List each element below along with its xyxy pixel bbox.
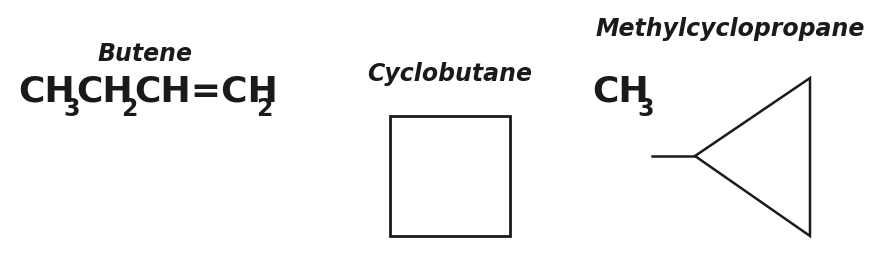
Text: Cyclobutane: Cyclobutane	[367, 62, 533, 86]
Text: CH: CH	[18, 74, 75, 108]
Text: CH=CH: CH=CH	[134, 74, 278, 108]
Text: 3: 3	[63, 97, 80, 121]
Text: Methylcyclopropane: Methylcyclopropane	[595, 17, 864, 41]
Text: 2: 2	[121, 97, 138, 121]
Bar	[390, 116, 510, 236]
Text: CH: CH	[592, 74, 649, 108]
Text: Butene: Butene	[97, 42, 192, 66]
Text: 3: 3	[637, 97, 654, 121]
Text: 2: 2	[256, 97, 273, 121]
Text: CH: CH	[76, 74, 132, 108]
